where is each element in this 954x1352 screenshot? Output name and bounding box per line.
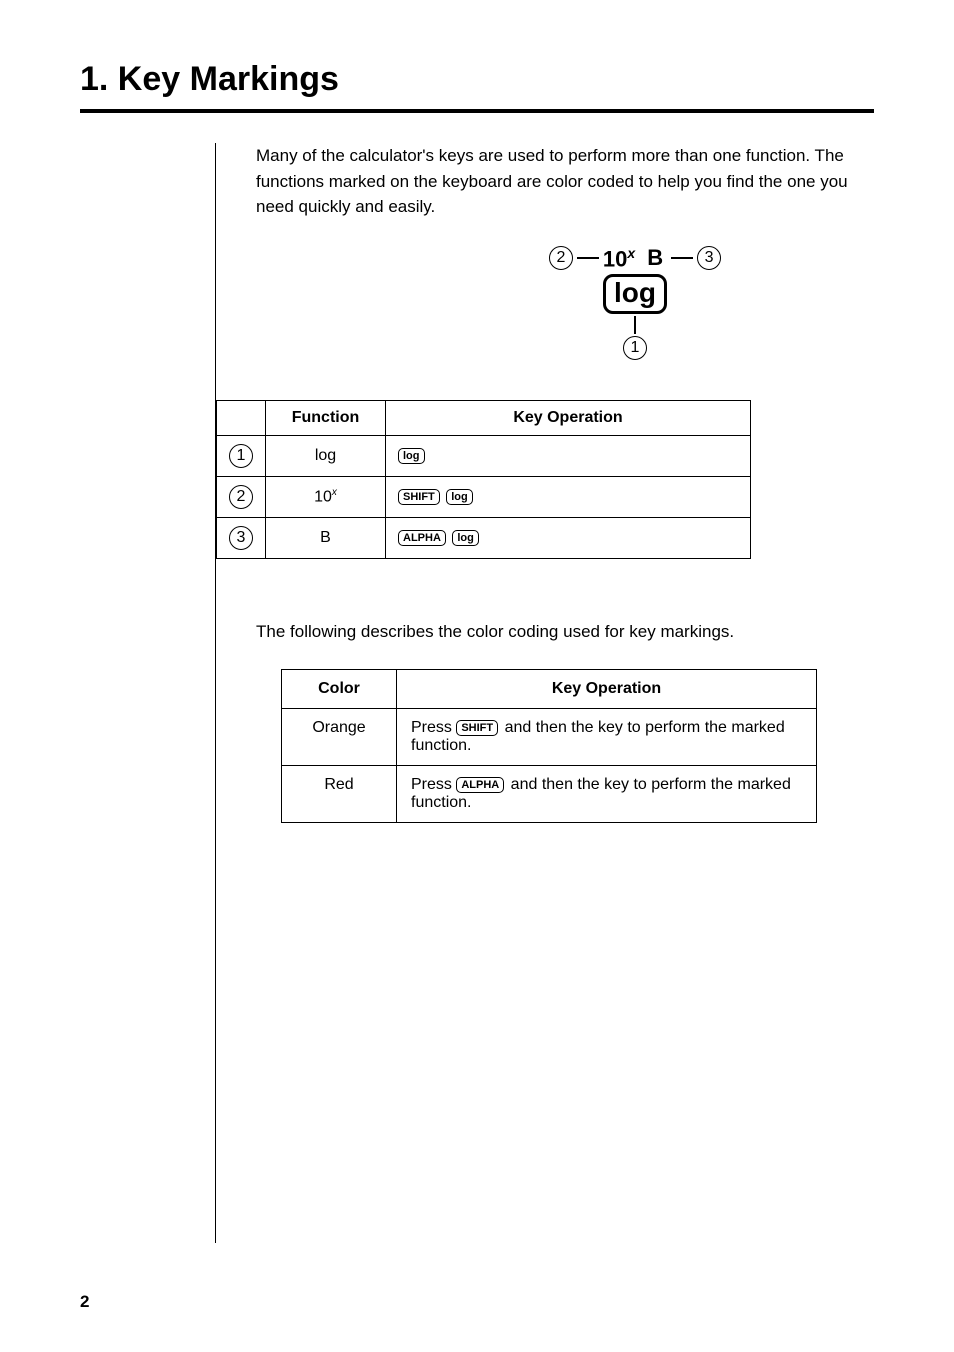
row-fn: 10x <box>266 476 386 517</box>
desc-cell: Press ALPHA and then the key to perform … <box>397 766 817 823</box>
header-blank <box>217 400 266 435</box>
row-op: ALPHA log <box>386 517 751 558</box>
row-idx-icon: 2 <box>229 485 253 509</box>
title-rule <box>80 109 874 113</box>
table-row: Orange Press SHIFT and then the key to p… <box>282 709 817 766</box>
key-diagram: 2 10x B 3 log 1 <box>396 245 874 360</box>
page-title: 1. Key Markings <box>80 60 874 99</box>
header-function: Function <box>266 400 386 435</box>
row-idx-icon: 3 <box>229 526 253 550</box>
color-table: Color Key Operation Orange Press SHIFT a… <box>281 669 817 823</box>
diagram-top-row: 2 10x B 3 <box>549 245 721 272</box>
table-row: 3 B ALPHA log <box>217 517 751 558</box>
diagram-connector-right-icon <box>671 257 693 259</box>
header-operation: Key Operation <box>397 670 817 709</box>
row-op: log <box>386 435 751 476</box>
diagram-connector-left-icon <box>577 257 599 259</box>
shift-key-icon: SHIFT <box>398 489 440 505</box>
diagram-ten-x: 10x <box>603 245 635 272</box>
log-key-icon: log <box>452 530 479 546</box>
log-key-icon: log <box>603 274 667 314</box>
alpha-key-icon: ALPHA <box>398 530 446 546</box>
diagram-label-3-icon: 3 <box>697 246 721 270</box>
diagram-connector-down-icon <box>634 316 636 334</box>
log-key-icon: log <box>446 489 473 505</box>
row-fn: B <box>266 517 386 558</box>
diagram-label-2-icon: 2 <box>549 246 573 270</box>
alpha-key-icon: ALPHA <box>456 777 504 793</box>
log-key-icon: log <box>398 448 425 464</box>
diagram-b-label: B <box>647 245 663 271</box>
row-fn: log <box>266 435 386 476</box>
header-color: Color <box>282 670 397 709</box>
function-table: Function Key Operation 1 log log 2 10x S… <box>216 400 751 559</box>
color-intro-paragraph: The following describes the color coding… <box>256 619 874 645</box>
desc-cell: Press SHIFT and then the key to perform … <box>397 709 817 766</box>
table-row: 2 10x SHIFT log <box>217 476 751 517</box>
color-cell: Orange <box>282 709 397 766</box>
intro-paragraph: Many of the calculator's keys are used t… <box>256 143 874 220</box>
header-operation: Key Operation <box>386 400 751 435</box>
page-number: 2 <box>80 1292 89 1312</box>
content-column: Many of the calculator's keys are used t… <box>215 143 874 1243</box>
row-op: SHIFT log <box>386 476 751 517</box>
table-header-row: Function Key Operation <box>217 400 751 435</box>
table-row: Red Press ALPHA and then the key to perf… <box>282 766 817 823</box>
table-row: 1 log log <box>217 435 751 476</box>
row-idx-icon: 1 <box>229 444 253 468</box>
color-cell: Red <box>282 766 397 823</box>
shift-key-icon: SHIFT <box>456 720 498 736</box>
table-header-row: Color Key Operation <box>282 670 817 709</box>
diagram-label-1-icon: 1 <box>623 336 647 360</box>
